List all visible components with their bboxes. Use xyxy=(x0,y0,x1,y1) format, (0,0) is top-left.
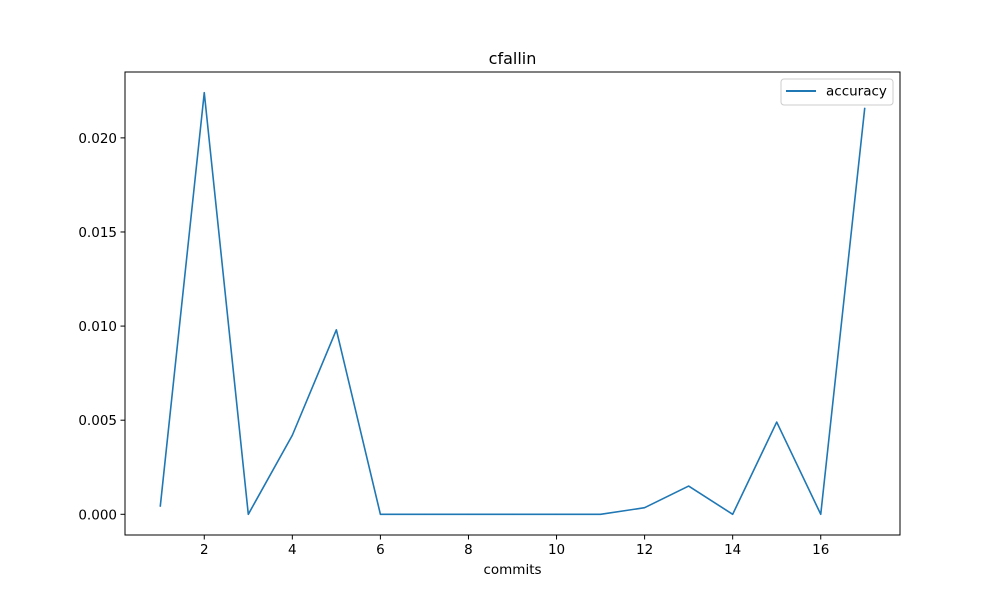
legend: accuracy xyxy=(780,78,894,106)
x-tick-label: 2 xyxy=(200,542,209,558)
y-tick-label: 0.015 xyxy=(78,225,117,241)
legend-entry-accuracy: accuracy xyxy=(826,84,887,100)
x-tick-label: 8 xyxy=(464,542,473,558)
data-point xyxy=(379,513,381,515)
x-tick-label: 14 xyxy=(724,542,741,558)
y-tick-label: 0.005 xyxy=(78,413,117,429)
chart-title: cfallin xyxy=(489,49,537,68)
data-point xyxy=(511,513,513,515)
x-axis-label: commits xyxy=(483,562,541,578)
legend-box xyxy=(780,78,894,106)
series-layer xyxy=(159,91,866,516)
data-point xyxy=(467,513,469,515)
data-point xyxy=(599,513,601,515)
y-tick-label: 0.010 xyxy=(78,319,117,335)
data-point xyxy=(555,513,557,515)
data-point xyxy=(291,434,293,436)
y-tick-label: 0.000 xyxy=(78,507,117,523)
plot-frame xyxy=(124,71,901,536)
y-axis: 0.000 0.005 0.010 0.015 0.020 xyxy=(78,131,125,523)
data-point xyxy=(864,107,866,109)
x-tick-label: 10 xyxy=(548,542,565,558)
data-point xyxy=(643,507,645,509)
x-tick-label: 16 xyxy=(812,542,829,558)
data-point xyxy=(776,421,778,423)
data-point xyxy=(159,506,161,508)
x-tick-label: 4 xyxy=(288,542,297,558)
series-line-accuracy xyxy=(159,91,866,516)
data-point xyxy=(820,513,822,515)
x-tick-label: 6 xyxy=(376,542,385,558)
data-point xyxy=(203,92,205,94)
x-axis: 2 4 6 8 10 12 14 16 xyxy=(200,535,829,558)
data-point xyxy=(731,513,733,515)
data-point xyxy=(247,513,249,515)
x-tick-label: 12 xyxy=(636,542,653,558)
data-point xyxy=(335,329,337,331)
y-tick-label: 0.020 xyxy=(78,131,117,147)
data-point xyxy=(687,485,689,487)
data-point xyxy=(423,513,425,515)
